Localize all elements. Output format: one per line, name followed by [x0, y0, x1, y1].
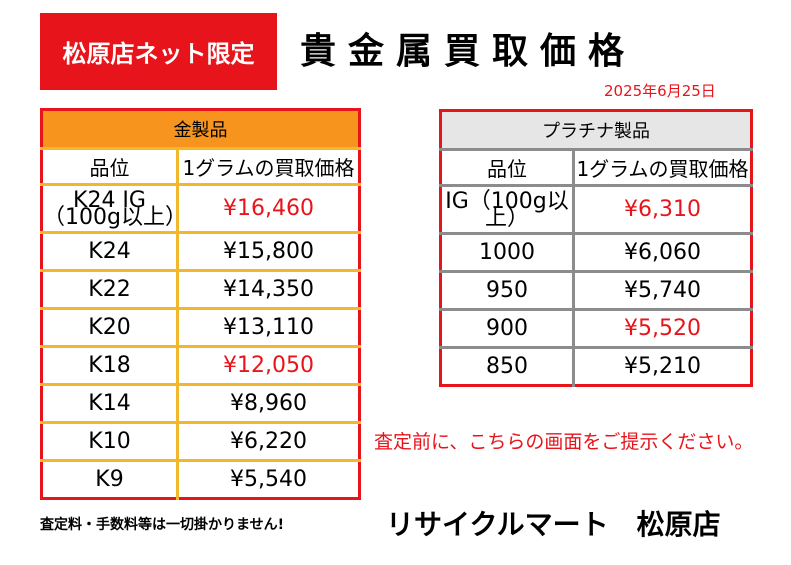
grade-cell: K20: [41, 307, 178, 347]
price-cell: ¥6,060: [572, 232, 752, 272]
store-name: リサイクルマート 松原店: [386, 508, 721, 541]
price-cell: ¥8,960: [176, 383, 360, 423]
platinum-price-column-header: 1グラムの買取価格: [572, 148, 752, 186]
grade-cell: 950: [440, 270, 574, 310]
table-row: K24 ¥15,800: [41, 231, 360, 271]
grade-cell: K18: [41, 345, 178, 385]
price-cell: ¥5,540: [176, 459, 360, 499]
show-screen-notice: 査定前に、こちらの画面をご提示ください。: [374, 431, 754, 453]
grade-cell: K22: [41, 269, 178, 309]
grade-cell: K24 IG（100g以上）: [41, 183, 187, 233]
price-cell: ¥13,110: [176, 307, 360, 347]
price-cell: ¥16,460: [176, 183, 360, 233]
badge-label: 松原店ネット限定: [62, 40, 255, 68]
table-row: K22 ¥14,350: [41, 269, 360, 309]
price-cell: ¥15,800: [176, 231, 360, 271]
grade-cell: K9: [41, 459, 178, 499]
price-cell: ¥12,050: [176, 345, 360, 385]
table-row: K9 ¥5,540: [41, 459, 360, 499]
table-row: K20 ¥13,110: [41, 307, 360, 347]
grade-cell: 900: [440, 308, 574, 348]
table-row: 850 ¥5,210: [440, 346, 752, 386]
table-row: K10 ¥6,220: [41, 421, 360, 461]
grade-cell: 1000: [440, 232, 574, 272]
table-row: K14 ¥8,960: [41, 383, 360, 423]
price-cell: ¥5,520: [572, 308, 752, 348]
no-fees-note: 査定料・手数料等は一切掛かりません!: [40, 517, 284, 533]
table-row: 1000 ¥6,060: [440, 232, 752, 272]
page-title: 貴金属買取価格: [300, 30, 637, 72]
gold-price-table: 金製品 品位 1グラムの買取価格 K24 IG（100g以上） ¥16,460 …: [40, 108, 361, 500]
gold-price-column-header: 1グラムの買取価格: [176, 147, 360, 185]
grade-cell: K10: [41, 421, 178, 461]
price-date: 2025年6月25日: [604, 82, 716, 100]
grade-cell: K24: [41, 231, 178, 271]
grade-cell: K14: [41, 383, 178, 423]
table-row: K24 IG（100g以上） ¥16,460: [41, 183, 360, 233]
platinum-price-table: プラチナ製品 品位 1グラムの買取価格 IG（100g以上） ¥6,310 10…: [439, 109, 753, 387]
table-row: 950 ¥5,740: [440, 270, 752, 310]
gold-table-header: 金製品: [41, 109, 360, 149]
store-badge: 松原店ネット限定: [40, 13, 277, 90]
price-cell: ¥6,310: [572, 184, 752, 234]
gold-grade-column-header: 品位: [41, 147, 178, 185]
price-cell: ¥5,210: [572, 346, 752, 386]
table-row: 900 ¥5,520: [440, 308, 752, 348]
price-cell: ¥14,350: [176, 269, 360, 309]
price-cell: ¥6,220: [176, 421, 360, 461]
price-cell: ¥5,740: [572, 270, 752, 310]
grade-cell: 850: [440, 346, 574, 386]
platinum-table-header: プラチナ製品: [440, 110, 752, 150]
grade-cell: IG（100g以上）: [440, 184, 574, 234]
table-row: IG（100g以上） ¥6,310: [440, 184, 752, 234]
table-row: K18 ¥12,050: [41, 345, 360, 385]
platinum-grade-column-header: 品位: [440, 148, 574, 186]
